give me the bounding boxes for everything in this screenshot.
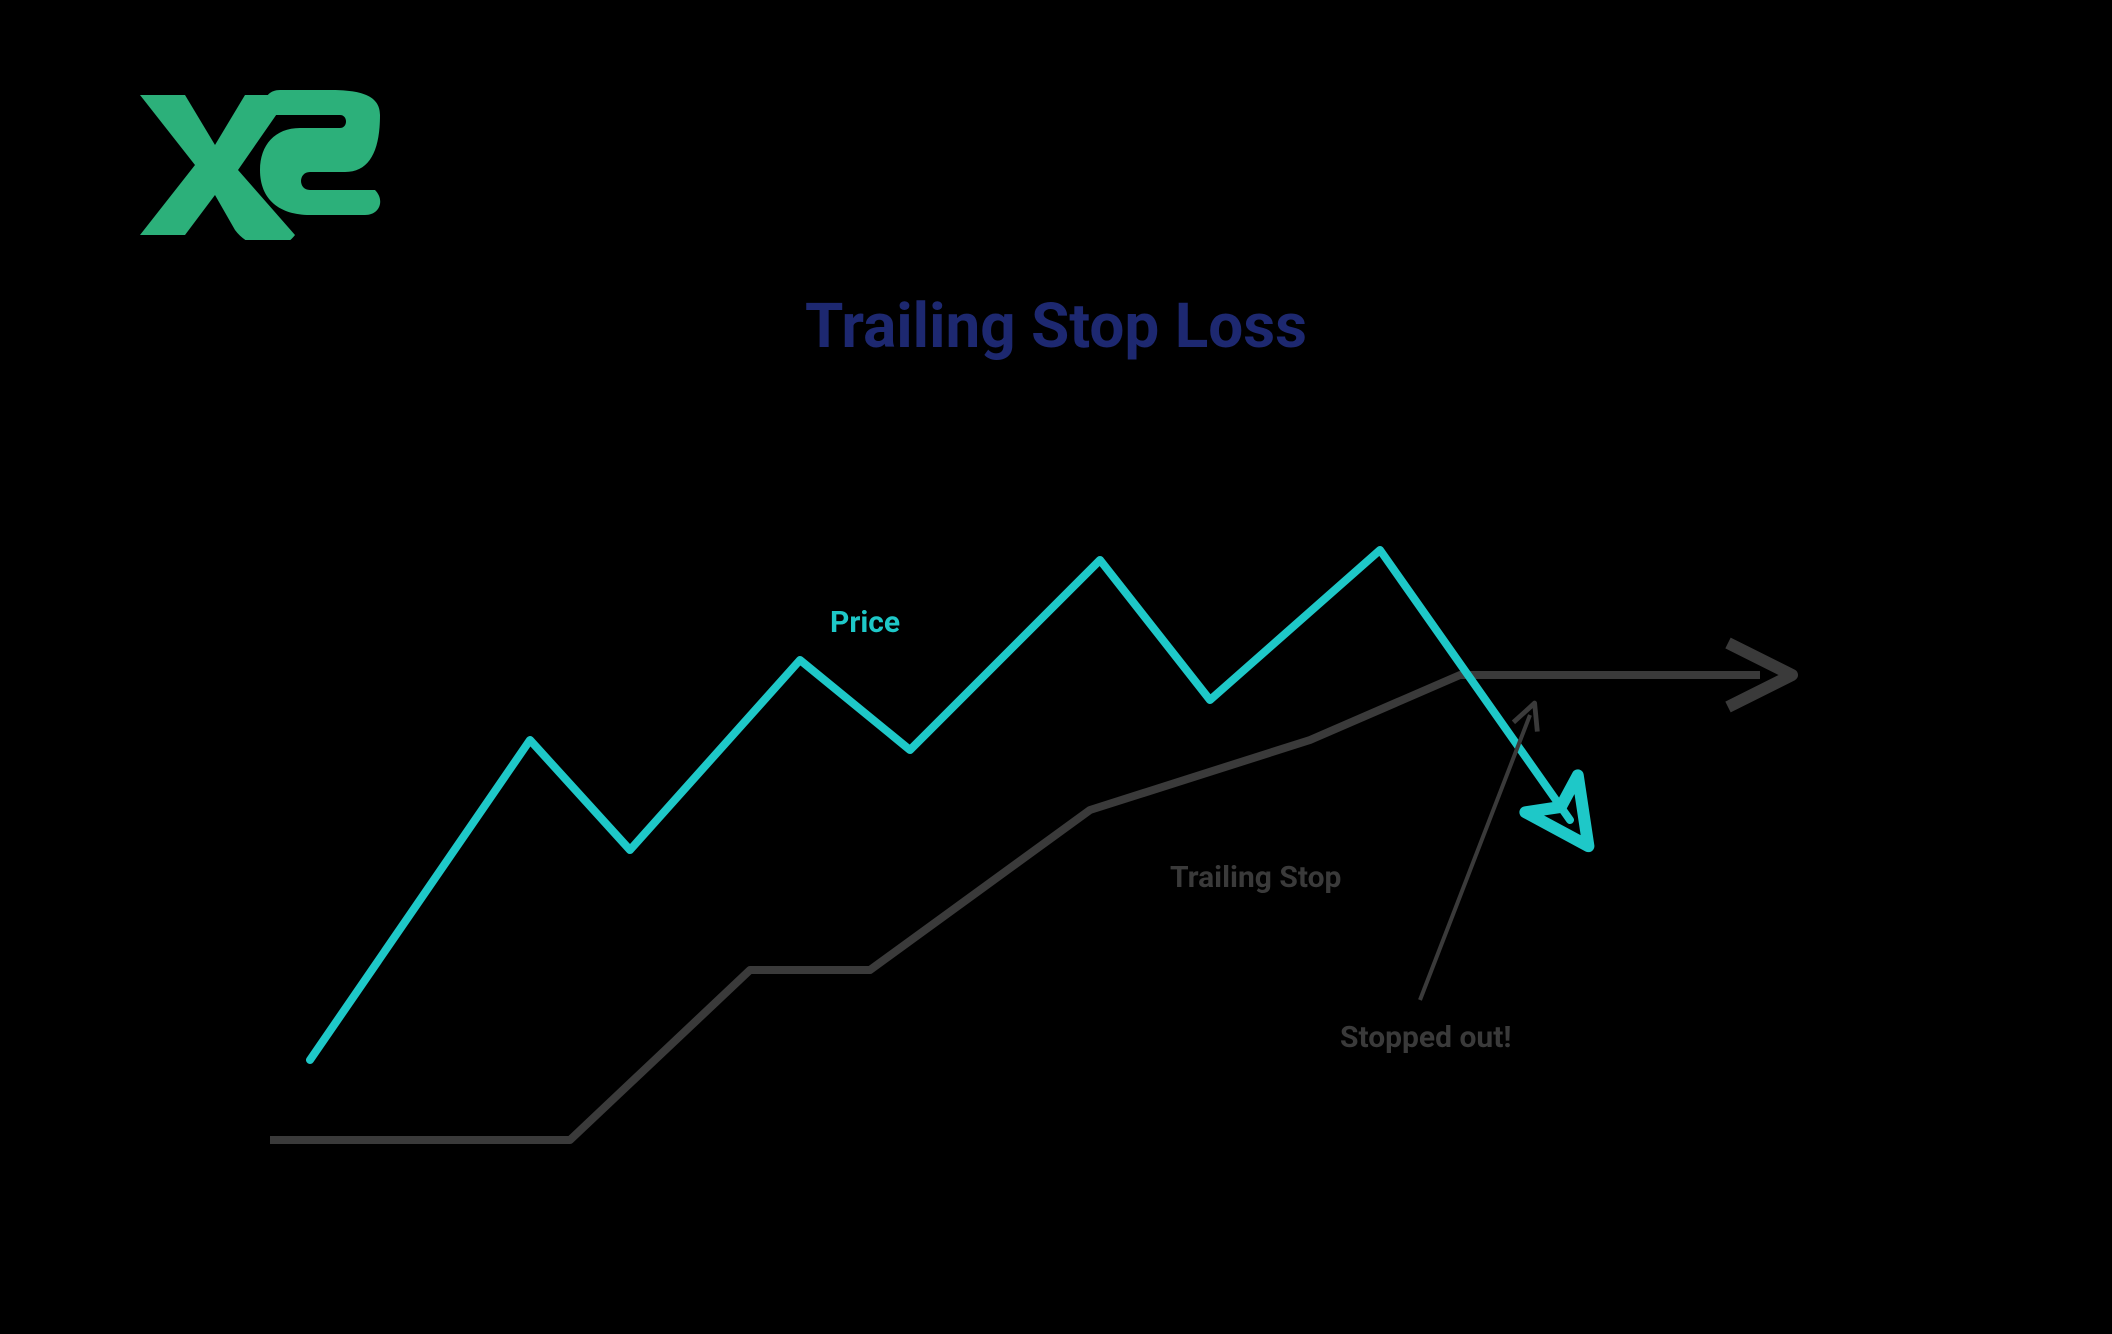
- trailing-stop-line: [270, 675, 1760, 1140]
- stopped-out-label: Stopped out!: [1340, 1020, 1511, 1055]
- canvas: Trailing Stop Loss Price: [0, 0, 2112, 1334]
- chart-svg: [270, 520, 1830, 1220]
- stopped-out-callout-line: [1420, 715, 1530, 1000]
- xs-logo: [130, 80, 390, 244]
- price-line: [310, 550, 1570, 1060]
- chart-area: Price Trailing Stop Stopped out!: [270, 520, 1830, 1220]
- trailing-stop-label: Trailing Stop: [1170, 860, 1341, 895]
- price-label: Price: [830, 605, 900, 640]
- chart-title: Trailing Stop Loss: [805, 290, 1307, 363]
